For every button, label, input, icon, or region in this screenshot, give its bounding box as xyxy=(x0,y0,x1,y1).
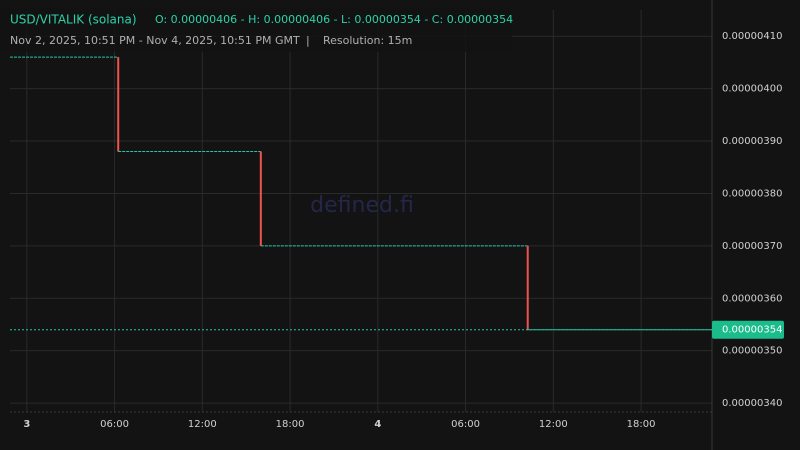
price-drop xyxy=(526,245,529,330)
price-drop xyxy=(259,151,262,246)
y-tick-label: 0.00000350 xyxy=(722,346,782,357)
header-bg xyxy=(0,8,512,52)
y-tick-label: 0.00000390 xyxy=(722,136,782,147)
separator: | xyxy=(306,34,310,47)
ohlc-text: O: 0.00000406 - H: 0.00000406 - L: 0.000… xyxy=(155,13,513,26)
price-drop xyxy=(117,57,120,152)
y-tick-label: 0.00000380 xyxy=(722,188,782,199)
x-tick-label: 18:00 xyxy=(276,419,305,430)
y-tick-label: 0.00000340 xyxy=(722,398,782,409)
y-tick-label: 0.00000400 xyxy=(722,84,782,95)
chart-title: USD/VITALIK (solana) xyxy=(10,13,137,27)
y-tick-label: 0.00000370 xyxy=(722,241,782,252)
subtitle: Nov 2, 2025, 10:51 PM - Nov 4, 2025, 10:… xyxy=(10,34,300,47)
x-tick-label: 06:00 xyxy=(100,419,129,430)
y-tick-label: 0.00000360 xyxy=(722,293,782,304)
x-tick-label: 3 xyxy=(23,419,30,430)
x-tick-label: 06:00 xyxy=(451,419,480,430)
x-tick-label: 12:00 xyxy=(188,419,217,430)
x-tick-label: 4 xyxy=(374,419,381,430)
y-tick-label: 0.00000410 xyxy=(722,31,782,42)
x-tick-label: 12:00 xyxy=(539,419,568,430)
last-price-label: 0.00000354 xyxy=(722,325,782,336)
resolution: Resolution: 15m xyxy=(323,34,412,47)
x-tick-label: 18:00 xyxy=(627,419,656,430)
last-price-box xyxy=(712,320,784,339)
watermark: defined.fi xyxy=(310,193,414,218)
